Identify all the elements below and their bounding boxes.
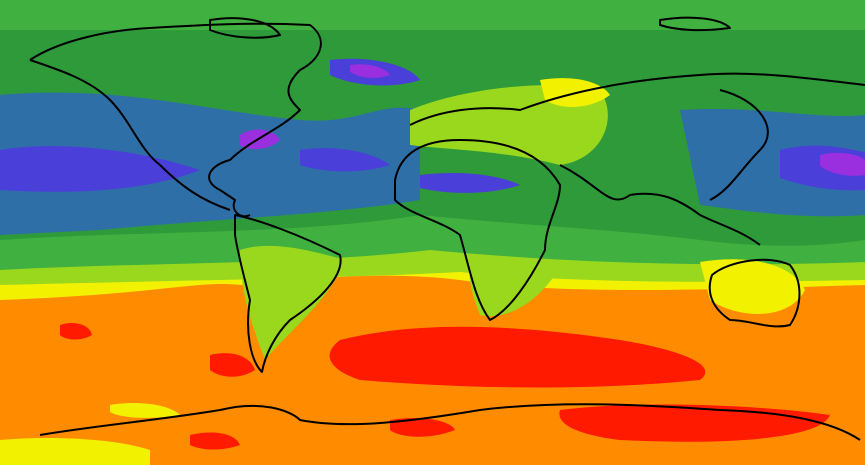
field-band [350, 64, 390, 78]
field-band [190, 432, 240, 450]
field-band [110, 403, 180, 418]
coastline [39, 403, 861, 441]
coastline [709, 89, 769, 201]
coastline [234, 214, 342, 373]
coastline [209, 17, 281, 39]
coastline [559, 164, 761, 246]
coastline [394, 139, 561, 321]
field-band [329, 326, 706, 388]
field-band [420, 173, 520, 193]
field-band [210, 353, 255, 377]
field-band [300, 148, 390, 172]
coastline [29, 22, 322, 218]
field-band [240, 245, 345, 360]
field-band [0, 92, 420, 236]
field-band [820, 152, 865, 176]
field-band [700, 259, 805, 314]
field-band [390, 418, 455, 437]
coastline [708, 258, 801, 328]
coastline [409, 72, 865, 126]
field-band [0, 0, 865, 30]
field-band [60, 323, 92, 340]
field-band [0, 438, 150, 465]
field-band [559, 404, 830, 442]
coastline [659, 16, 731, 32]
field-band [0, 146, 200, 192]
coastline [29, 59, 231, 211]
